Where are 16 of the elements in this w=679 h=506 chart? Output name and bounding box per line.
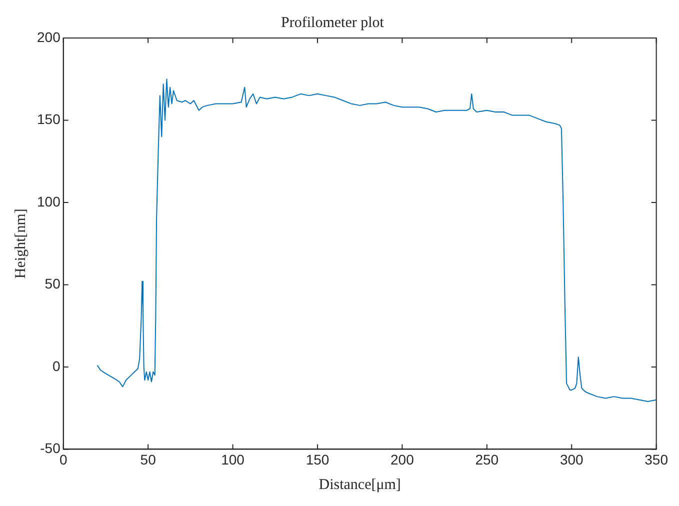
x-tick-label: 100 (221, 451, 245, 468)
y-tick-label: 200 (37, 28, 61, 45)
x-tick-label: 150 (306, 451, 330, 468)
x-tick-label: 300 (560, 451, 584, 468)
y-tick-label: 150 (37, 111, 61, 128)
x-tick-label: 350 (644, 451, 668, 468)
chart-title: Profilometer plot (281, 14, 385, 31)
y-tick-label: -50 (40, 440, 61, 456)
y-tick-label: 0 (52, 358, 61, 374)
y-tick-label: 100 (37, 193, 61, 210)
x-tick-label: 50 (140, 451, 156, 468)
y-axis-title: Height[nm] (12, 208, 29, 279)
x-tick-label: 250 (475, 451, 499, 468)
y-tick-label: 50 (44, 276, 61, 292)
x-tick-label: 200 (390, 451, 414, 468)
x-axis-title: Distance[μm] (318, 476, 401, 493)
